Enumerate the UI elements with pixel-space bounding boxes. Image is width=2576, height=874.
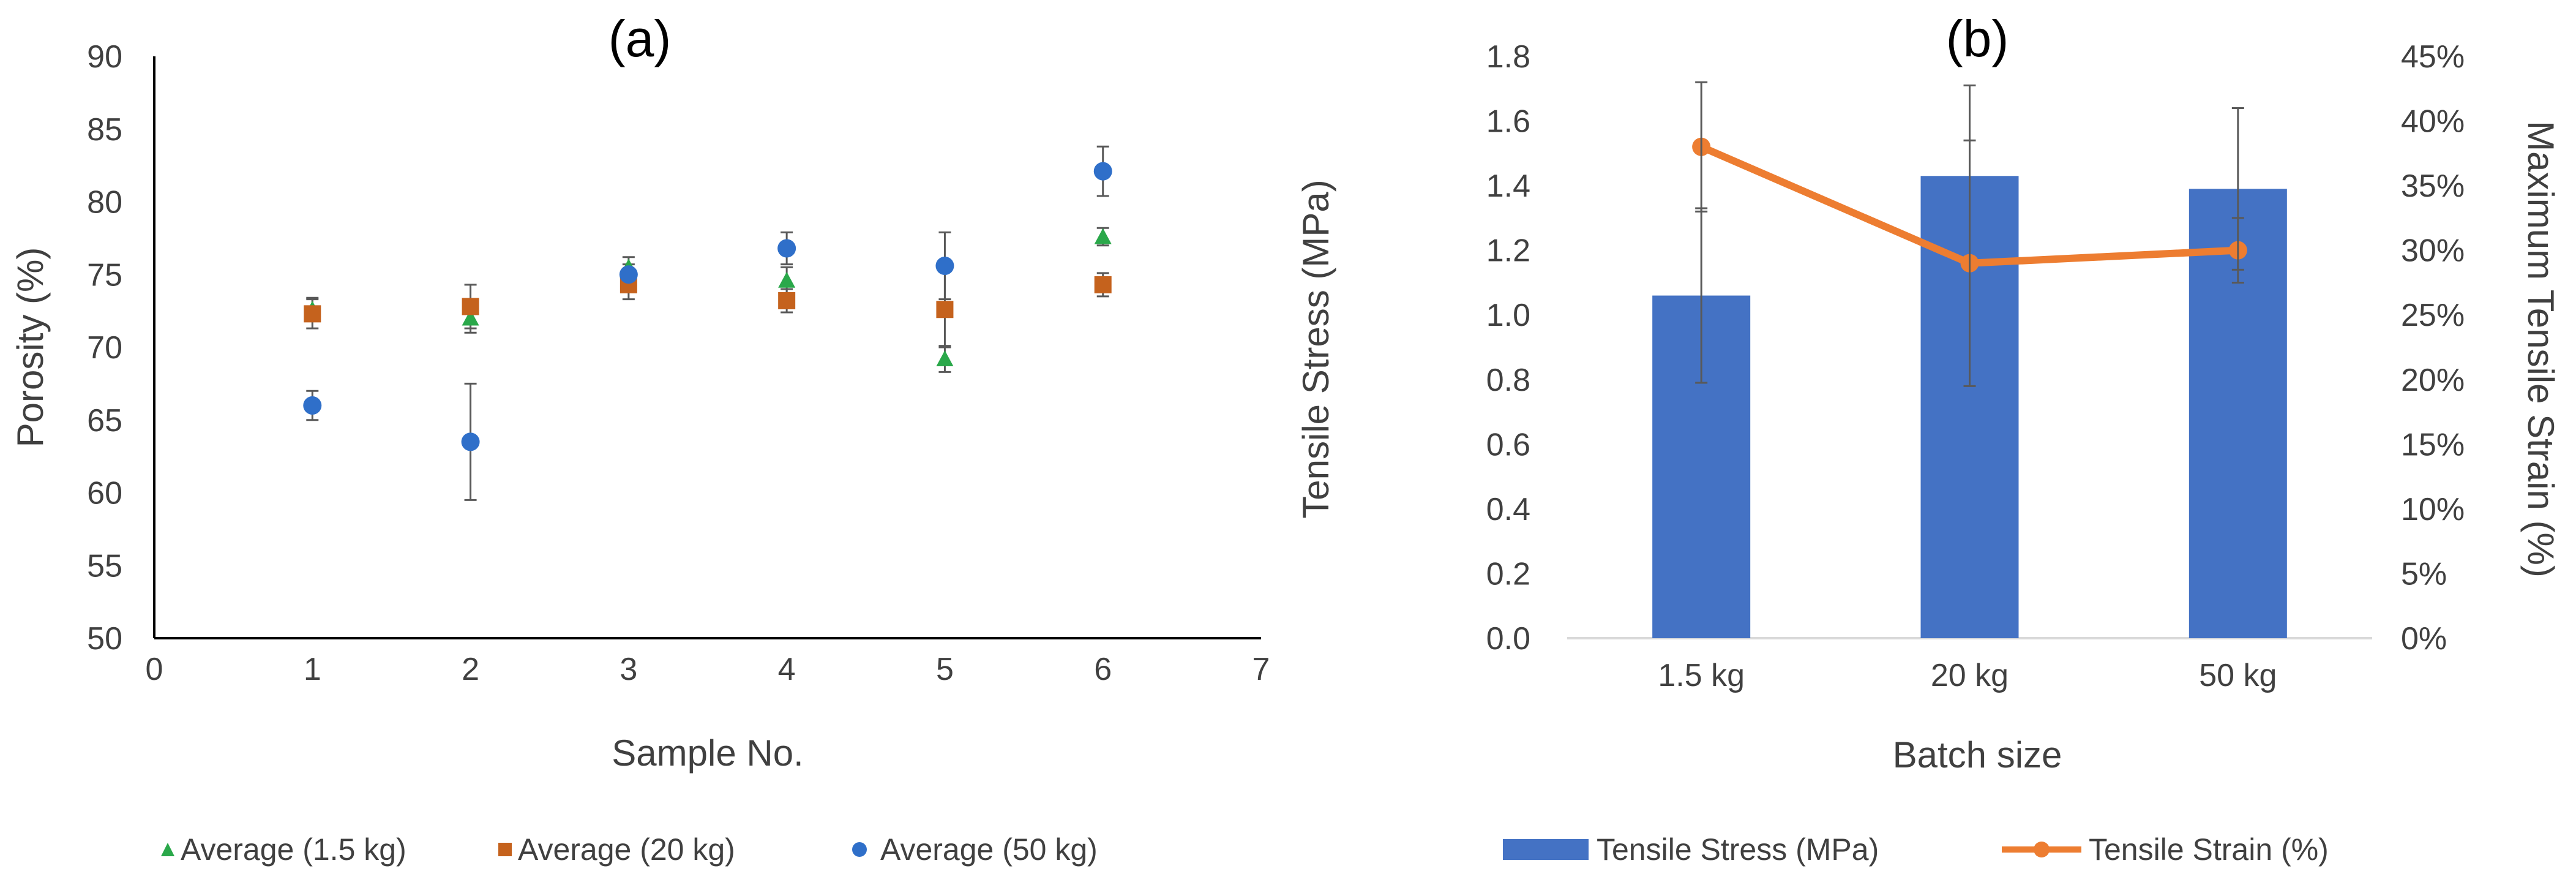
right-y-axis-title: Maximum Tensile Strain (%) — [2520, 121, 2561, 578]
point-circle — [303, 396, 322, 415]
point-triangle — [462, 309, 479, 326]
x-tick-label: 4 — [778, 652, 796, 687]
legend-label: Average (20 kg) — [518, 832, 735, 867]
legend-bar-swatch — [1503, 839, 1589, 860]
right-y-tick-labels: 0% 5% 10% 15% 20% 25% 30% 35% 40% 45% — [2401, 39, 2465, 657]
point-square — [936, 301, 954, 318]
point-square — [304, 305, 321, 323]
legend-label: Tensile Strain (%) — [2089, 832, 2329, 867]
legend: Average (1.5 kg) Average (20 kg) Average… — [161, 832, 1098, 867]
x-tick-label: 5 — [936, 652, 954, 687]
y2-tick-label: 10% — [2401, 492, 2465, 527]
category-labels: 1.5 kg 20 kg 50 kg — [1658, 658, 2277, 693]
legend-circle-marker — [852, 842, 867, 857]
y-tick-label: 0.2 — [1486, 556, 1530, 592]
y2-tick-label: 35% — [2401, 168, 2465, 204]
y2-tick-label: 15% — [2401, 427, 2465, 462]
y-tick-label: 1.6 — [1486, 104, 1530, 140]
legend-item-stress: Tensile Stress (MPa) — [1503, 832, 1879, 867]
point-circle — [461, 432, 480, 451]
x-tick-label: 7 — [1252, 652, 1270, 687]
legend-square-marker — [498, 843, 512, 856]
legend-item-1.5kg: Average (1.5 kg) — [161, 832, 406, 867]
y-tick-label: 70 — [87, 330, 122, 366]
legend-triangle-marker — [161, 843, 174, 856]
y-tick-label: 50 — [87, 621, 122, 657]
left-y-tick-labels: 0.0 0.2 0.4 0.6 0.8 1.0 1.2 1.4 1.6 1.8 — [1486, 39, 1530, 657]
point-circle — [777, 239, 796, 258]
x-tick-label: 0 — [146, 652, 163, 687]
legend-label: Average (1.5 kg) — [181, 832, 406, 867]
point-circle — [1093, 162, 1112, 181]
y-tick-label: 1.2 — [1486, 233, 1530, 269]
category-label: 1.5 kg — [1658, 658, 1745, 693]
point-triangle — [936, 350, 954, 366]
legend-label: Average (50 kg) — [880, 832, 1098, 867]
x-tick-label: 1 — [304, 652, 321, 687]
y-tick-labels: 50 55 60 65 70 75 80 85 90 — [87, 39, 122, 657]
point-triangle — [1094, 228, 1112, 244]
y-tick-label: 0.4 — [1486, 492, 1530, 527]
left-y-axis-title: Tensile Stress (MPa) — [1295, 179, 1336, 518]
legend-item-50kg: Average (50 kg) — [852, 832, 1098, 867]
legend: Tensile Stress (MPa) Tensile Strain (%) — [1503, 832, 2329, 867]
y-tick-label: 65 — [87, 403, 122, 439]
y-tick-label: 60 — [87, 476, 122, 511]
y-tick-label: 0.0 — [1486, 621, 1530, 657]
y2-tick-label: 45% — [2401, 39, 2465, 75]
y-tick-label: 0.8 — [1486, 363, 1530, 398]
y-tick-label: 1.4 — [1486, 168, 1530, 204]
y-tick-label: 1.0 — [1486, 298, 1530, 333]
x-tick-labels: 0 1 2 3 4 5 6 7 — [146, 652, 1270, 687]
y2-tick-label: 40% — [2401, 104, 2465, 140]
x-axis-title: Batch size — [1893, 734, 2062, 775]
porosity-scatter-chart: (a) 50 55 60 65 70 75 80 85 90 0 1 2 3 4 5 6 7 Sample N… — [10, 10, 1270, 867]
point-square — [1094, 276, 1112, 293]
point-circle — [619, 265, 638, 284]
x-tick-label: 3 — [620, 652, 637, 687]
y2-tick-label: 25% — [2401, 298, 2465, 333]
legend-item-20kg: Average (20 kg) — [498, 832, 735, 867]
y2-tick-label: 0% — [2401, 621, 2447, 657]
category-label: 20 kg — [1931, 658, 2009, 693]
y-tick-label: 90 — [87, 39, 122, 75]
y-tick-label: 80 — [87, 185, 122, 220]
point-square — [462, 298, 479, 315]
y2-tick-label: 30% — [2401, 233, 2465, 269]
point-triangle — [778, 271, 796, 288]
point-square — [778, 292, 796, 309]
point-circle — [935, 257, 954, 275]
legend-label: Tensile Stress (MPa) — [1597, 832, 1879, 867]
legend-item-strain: Tensile Strain (%) — [2002, 832, 2329, 867]
y2-tick-label: 20% — [2401, 363, 2465, 398]
legend-line-marker — [2034, 842, 2050, 857]
y-tick-label: 75 — [87, 257, 122, 293]
data-points — [303, 162, 1112, 451]
y-tick-label: 85 — [87, 112, 122, 148]
category-label: 50 kg — [2199, 658, 2277, 693]
y-axis-title: Porosity (%) — [10, 247, 51, 448]
panel-label-a: (a) — [608, 10, 672, 67]
x-axis-title: Sample No. — [612, 733, 803, 774]
y-tick-label: 55 — [87, 548, 122, 584]
x-tick-label: 6 — [1094, 652, 1112, 687]
panel-label-b: (b) — [1946, 10, 2009, 67]
strain-error-bars — [1695, 81, 2244, 387]
x-tick-label: 2 — [462, 652, 479, 687]
y-tick-label: 1.8 — [1486, 39, 1530, 75]
y2-tick-label: 5% — [2401, 556, 2447, 592]
y-tick-label: 0.6 — [1486, 427, 1530, 462]
tensile-combo-chart: (b) 0.0 0.2 0.4 0.6 0.8 1.0 1.2 1.4 1.6 1.8 0% 5% 1… — [1295, 10, 2561, 867]
